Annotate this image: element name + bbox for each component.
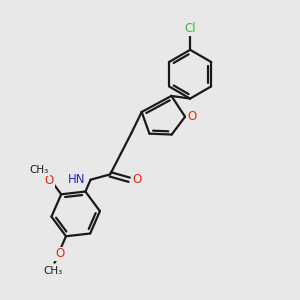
Text: O: O: [55, 248, 64, 260]
Text: CH₃: CH₃: [29, 165, 49, 175]
Text: HN: HN: [68, 172, 85, 186]
Text: CH₃: CH₃: [44, 266, 63, 276]
Text: O: O: [44, 175, 54, 188]
Text: Cl: Cl: [184, 22, 196, 34]
Text: O: O: [132, 173, 141, 186]
Text: O: O: [187, 110, 196, 123]
